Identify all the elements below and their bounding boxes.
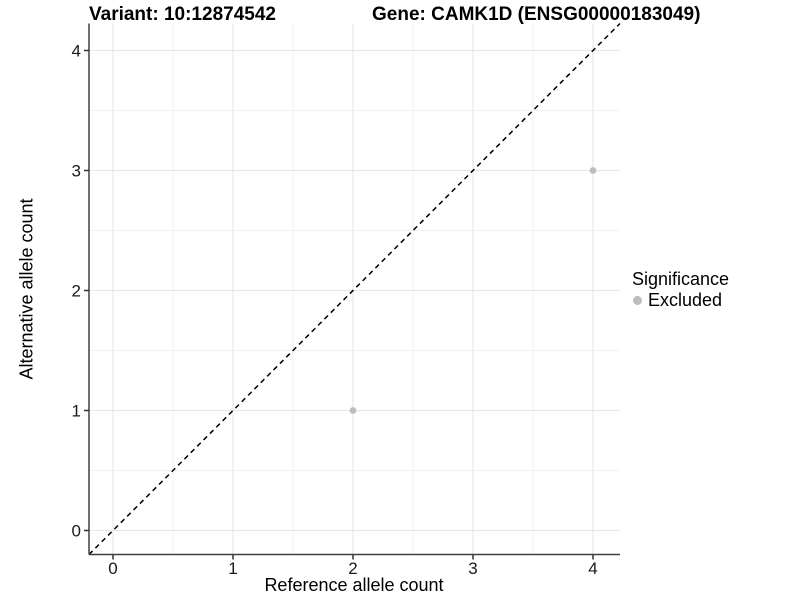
data-point-excluded: [589, 167, 597, 174]
legend-items: Excluded: [632, 290, 729, 311]
x-tick-label: 4: [588, 559, 597, 578]
x-tick-label: 1: [228, 559, 237, 578]
y-tick-label: 0: [72, 522, 81, 541]
x-tick-label: 2: [348, 559, 357, 578]
legend-dot-icon: [633, 296, 642, 305]
y-tick-label: 3: [72, 162, 81, 181]
legend-title: Significance: [632, 269, 730, 289]
data-point-excluded: [349, 407, 357, 414]
y-axis-title: Alternative allele count: [16, 198, 37, 380]
identity-reference-line: [88, 22, 621, 556]
y-tick-label: 1: [72, 402, 81, 421]
x-tick-label: 3: [468, 559, 477, 578]
legend-item-label: Excluded: [648, 290, 723, 310]
variant-title: Variant: 10:12874542: [89, 4, 276, 25]
y-tick-label: 2: [72, 282, 81, 301]
y-tick-label: 4: [72, 42, 81, 61]
legend: Significance Excluded: [632, 268, 729, 311]
legend-item-excluded: Excluded: [632, 290, 729, 311]
gene-title: Gene: CAMK1D (ENSG00000183049): [372, 4, 701, 25]
x-tick-label: 0: [108, 559, 117, 578]
x-axis-title: Reference allele count: [264, 575, 444, 595]
